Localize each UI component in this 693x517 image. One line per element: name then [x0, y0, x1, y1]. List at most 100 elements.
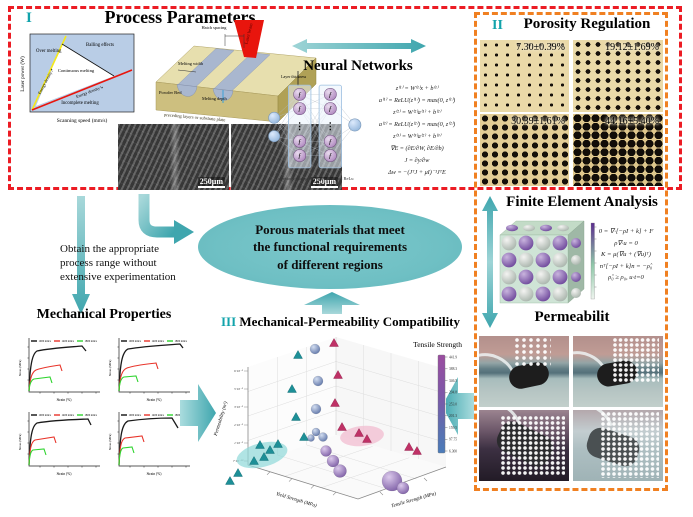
dots-glyph: ⋮ — [326, 121, 335, 131]
porosity-sample-image: 44.16±5.40% — [573, 114, 663, 186]
strain-axis-label: Strain (%) — [57, 398, 73, 402]
process-window-chart: Over melting Balling effects Continuous … — [19, 33, 135, 124]
bubbles — [515, 338, 551, 368]
porosity-value: 30.39±1.61% — [511, 116, 565, 127]
stress-axis-label: Stress (MPa) — [108, 434, 112, 451]
svg-text:346.5: 346.5 — [449, 379, 457, 383]
panel-numeral-1: I — [26, 10, 32, 26]
energy-density-lower-line — [31, 69, 133, 111]
legend-entry: 1400 mm/s — [62, 340, 75, 343]
equation: z⁽¹⁾ = W⁽¹⁾x + b⁽¹⁾ — [395, 85, 439, 92]
equation: ρ∇·u = 0 — [614, 239, 638, 247]
activation-glyph: ƒ — [329, 91, 333, 99]
stress-strain-plot: Stress (MPa) Strain (%) 1000 mm/s 1400 m… — [18, 338, 100, 402]
svg-text:6·10⁻⁹: 6·10⁻⁹ — [234, 369, 244, 373]
svg-text:388.3: 388.3 — [449, 367, 457, 371]
svg-text:2·10⁻⁹: 2·10⁻⁹ — [234, 423, 244, 427]
permeability-axis-label: Permeability (m²) — [213, 401, 230, 438]
porosity-value: 44.16±5.40% — [605, 116, 659, 127]
strain-axis-label: Strain (%) — [147, 472, 163, 476]
lattice-spheres — [501, 224, 581, 302]
lattice-colorbar — [590, 222, 595, 300]
stress-strain-plot: Stress (MPa) Strain (%) 1000 mm/s 1400 m… — [18, 412, 100, 476]
input-node — [268, 130, 281, 143]
activation-glyph: ƒ — [329, 105, 333, 113]
svg-text:1·10⁻⁹: 1·10⁻⁹ — [234, 441, 244, 445]
laser-beam-shape — [234, 20, 264, 58]
layer-thickness-label: Layer thickness — [281, 74, 307, 79]
svg-text:97.75: 97.75 — [449, 438, 457, 442]
goal-text-line: of different regions — [277, 256, 383, 272]
goal-text-line: Porous materials that meet — [255, 221, 405, 237]
legend-entry: 1400 mm/s — [62, 414, 75, 417]
dots-glyph: ⋮ — [295, 121, 304, 131]
permeability-title: Permeabilit — [534, 309, 610, 325]
colorbar-tick-labels: 441.9 388.3 346.5 294.8 253.0 201.3 159.… — [449, 355, 457, 453]
colorbar-title: Tensile Strength — [413, 340, 462, 349]
note-line: process range without — [60, 256, 157, 269]
goal-ellipse: Porous materials that meet the functiona… — [198, 205, 462, 289]
bubbles — [613, 338, 659, 382]
equation: z⁽³⁾ = W⁽³⁾a⁽²⁾ + b⁽³⁾ — [393, 133, 441, 140]
scanning-speed-axis-label: Scanning speed (mm/s) — [57, 117, 108, 124]
double-vertical-arrow — [482, 196, 498, 328]
scale-bar: 250μm — [310, 176, 338, 188]
equation: Δw = −(JᵀJ + μI)⁻¹JᵀE — [388, 169, 446, 176]
note-line: extensive experimentation — [60, 270, 176, 283]
panel-numeral-3: III — [220, 314, 237, 329]
left-block-arrow — [442, 377, 474, 435]
elbow-arrow — [138, 194, 194, 244]
nn-caption: Levenberg-Marquardt Algorithm and ReLu — [275, 176, 354, 181]
balling-effects-label: Balling effects — [86, 43, 114, 48]
legend-entry: 1800 mm/s — [85, 414, 98, 417]
equation: a⁽²⁾ = ReLU(z⁽²⁾) = max(0, z⁽²⁾) — [378, 121, 456, 128]
activation-glyph: ƒ — [329, 138, 333, 146]
porosity-sample-image: 30.39±1.61% — [480, 114, 569, 186]
mechanical-properties-title: Mechanical Properties — [36, 307, 172, 322]
permeability-photo — [479, 336, 569, 407]
substrate-label: preceding layers or substrate plate — [164, 112, 226, 122]
equation: a⁽¹⁾ = ReLU(z⁽¹⁾) = max(0, z⁽¹⁾) — [378, 97, 456, 104]
svg-text:441.9: 441.9 — [449, 355, 457, 359]
porosity-value: 7.30±0.39% — [516, 42, 565, 53]
process-parameters-frame — [8, 6, 682, 190]
porosity-regulation-title: Porosity Regulation — [523, 16, 651, 32]
incomplete-melting-label: Incomplete melting — [61, 101, 99, 106]
tensile-strength-colorbar — [437, 354, 446, 454]
porosity-value: 19.12±1.69% — [605, 42, 659, 53]
legend-entry: 1800 mm/s — [85, 340, 98, 343]
teal-triangle-markers — [225, 350, 309, 485]
strain-axis-label: Strain (%) — [147, 398, 163, 402]
equation: K = μ(∇u + (∇u)ᵀ) — [601, 251, 651, 258]
note-line: Obtain the appropriate — [60, 243, 159, 255]
down-arrow — [72, 196, 90, 314]
process-parameters-title: Process Parameters — [104, 7, 256, 27]
output-node — [348, 118, 362, 132]
laser-beam-label: Laser beam — [244, 22, 254, 44]
svg-text:6.300: 6.300 — [449, 449, 457, 453]
fea-equations: 0 = ∇·[−ρI + k] + F ρ∇·u = 0 K = μ(∇u + … — [584, 226, 668, 284]
melting-width-label: Melting width — [178, 61, 204, 66]
lattice-structure-image — [499, 220, 597, 304]
equation: J = ∂y/∂w — [404, 157, 430, 164]
legend-entry: 1000 mm/s — [39, 414, 52, 417]
stress-axis-label: Stress (MPa) — [108, 360, 112, 377]
legend-entry: 1000 mm/s — [129, 414, 142, 417]
svg-text:201.3: 201.3 — [449, 414, 457, 418]
equation: 0 = ∇·[−ρI + k] + F — [598, 228, 654, 235]
tensile-strength-axis-label: Tensile Strength (MPa) — [391, 492, 437, 510]
equation: nᵀ[−ρI + k]n = −ρ̂₀ — [599, 262, 653, 270]
equation: ∇E = (∂E/∂W, ∂E/∂b) — [390, 145, 444, 152]
z-tick-labels: 7·10⁻¹⁰ 1·10⁻⁹ 2·10⁻⁹ 3·10⁻⁹ 5·10⁻⁹ 6·10… — [233, 369, 244, 463]
sphere-markers — [307, 343, 410, 495]
goal-text-line: the functional requirements — [252, 239, 408, 255]
hatch-spacing-label: Hatch spacing — [202, 25, 228, 30]
svg-text:159.5: 159.5 — [449, 426, 457, 430]
input-node — [268, 111, 281, 124]
activation-glyph: ƒ — [298, 91, 302, 99]
energy-density-upper-line — [31, 35, 67, 111]
neural-networks-title: Neural Networks — [303, 58, 413, 74]
fea-title: Finite Element Analysis — [506, 194, 658, 210]
permeability-photo — [573, 410, 663, 481]
